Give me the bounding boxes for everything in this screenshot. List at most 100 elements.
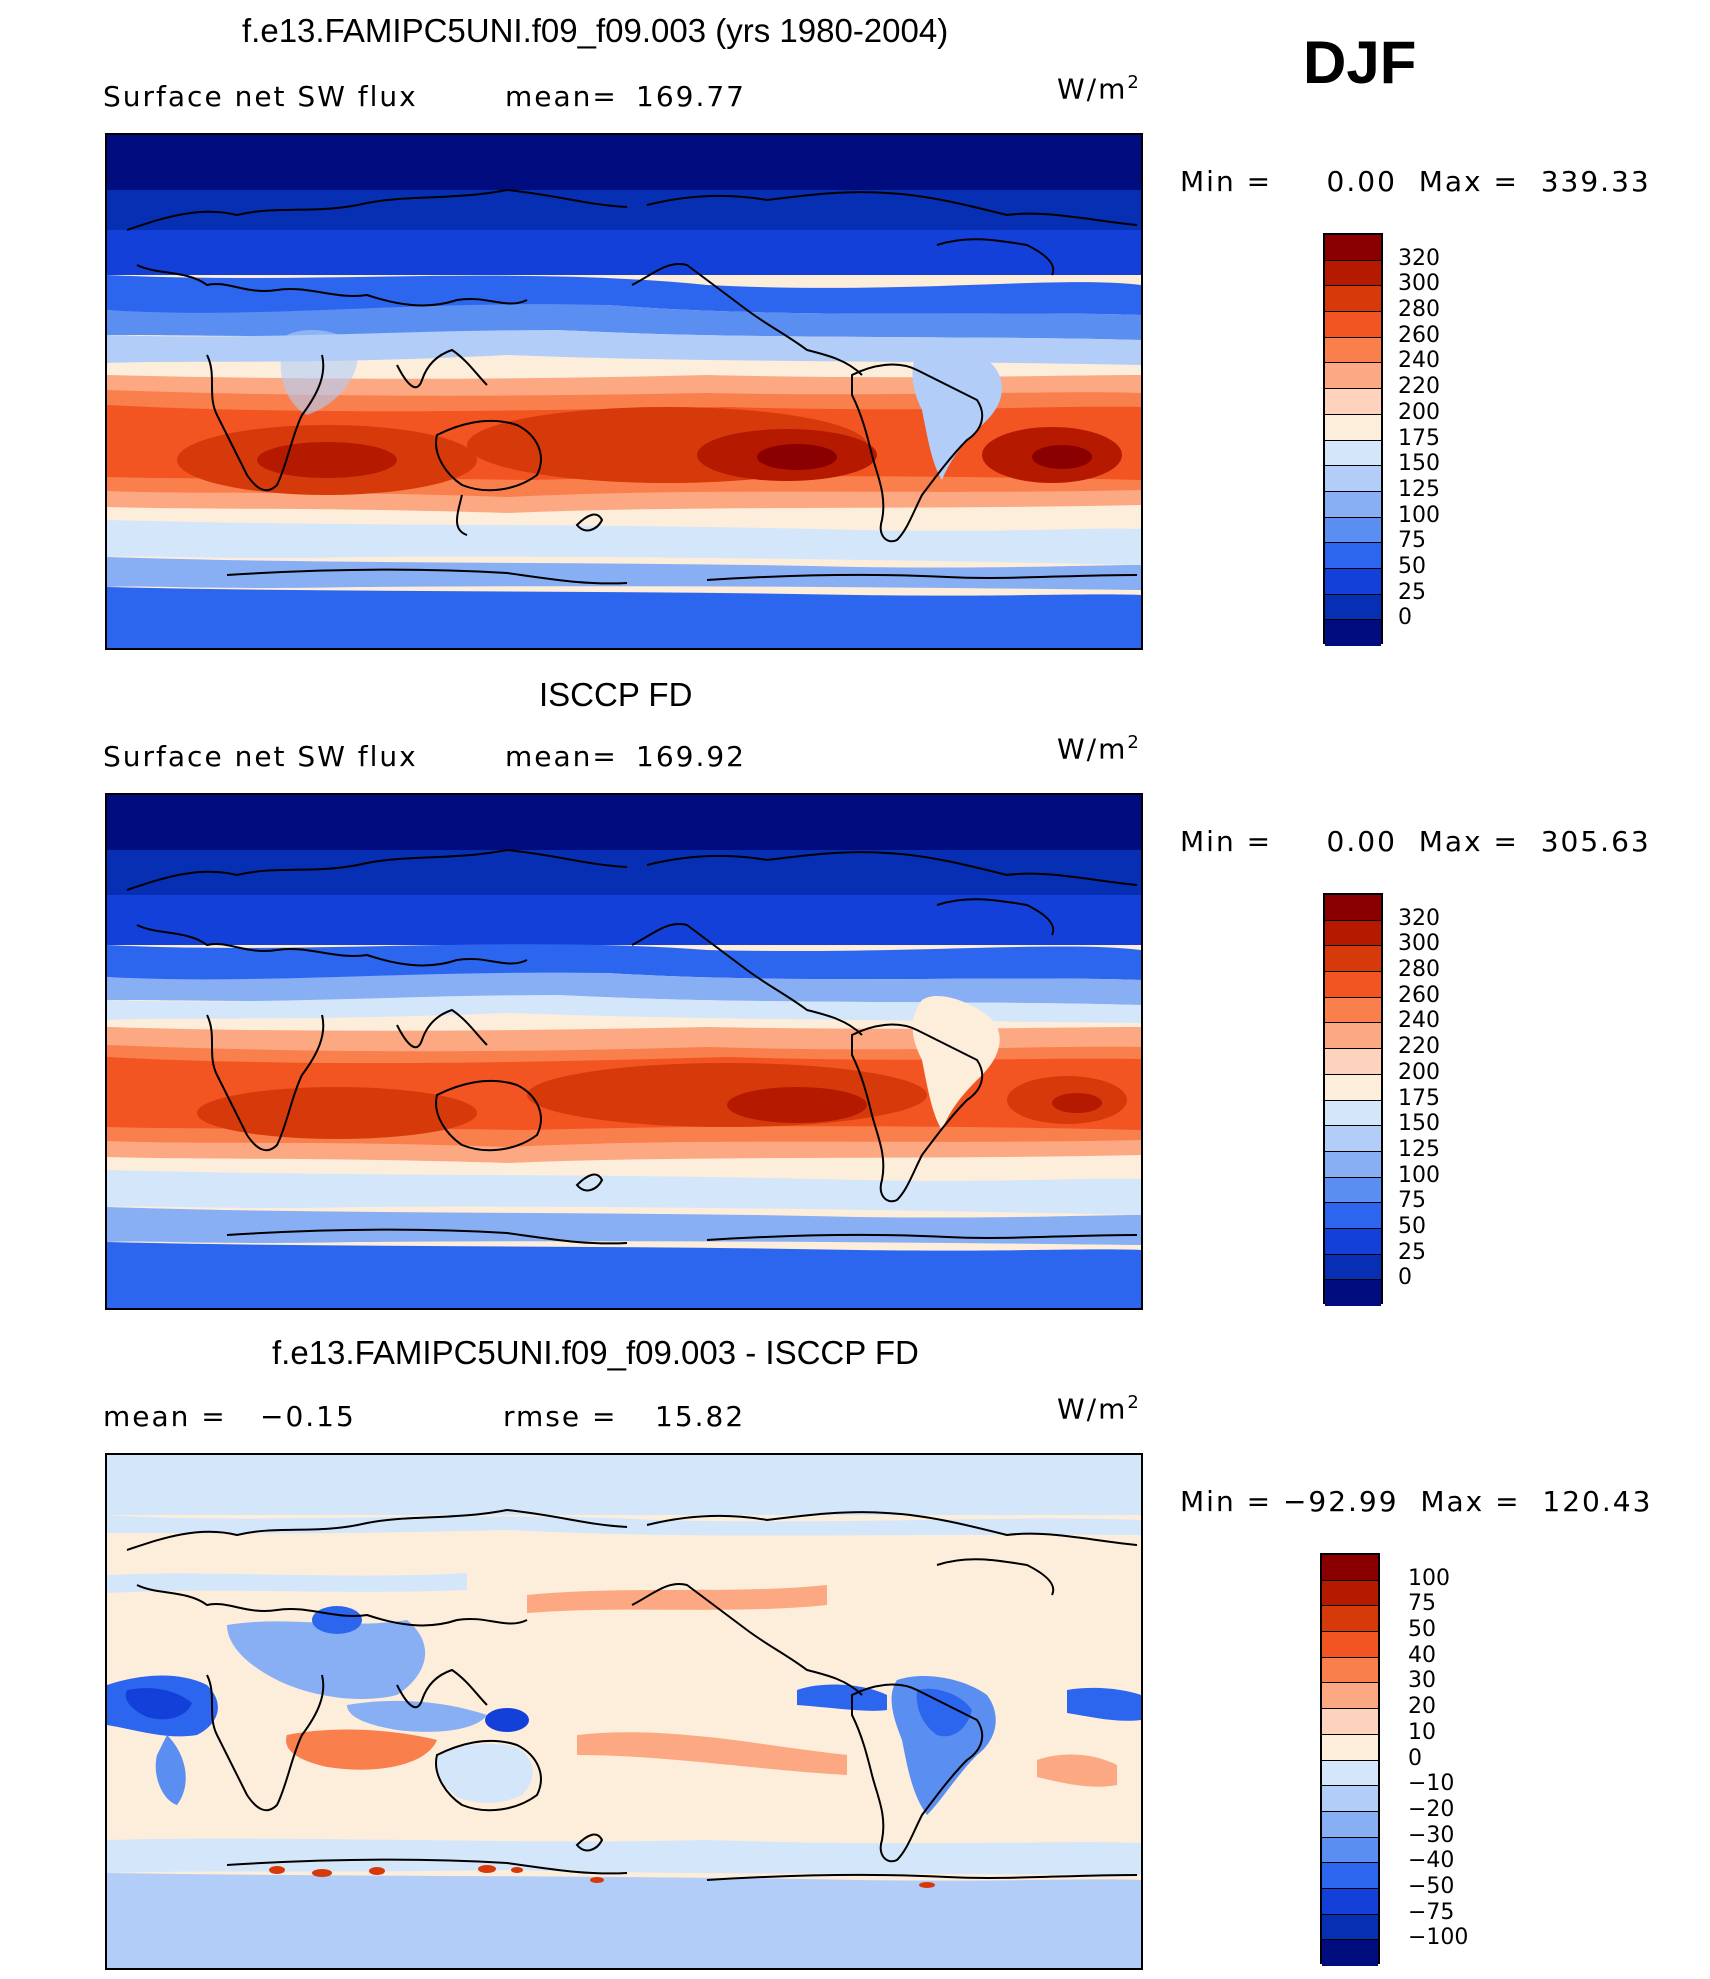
colorbar-segment bbox=[1325, 1203, 1381, 1229]
colorbar-segment bbox=[1325, 1023, 1381, 1050]
panel-1-colorbar bbox=[1323, 233, 1383, 646]
colorbar-tick-label: 25 bbox=[1398, 1239, 1426, 1265]
colorbar-segment bbox=[1325, 1126, 1381, 1152]
colorbar-tick-label: 75 bbox=[1408, 1591, 1436, 1617]
colorbar-tick-label: 50 bbox=[1408, 1617, 1436, 1643]
colorbar-tick-label: 75 bbox=[1398, 528, 1426, 554]
colorbar-segment bbox=[1322, 1863, 1378, 1889]
colorbar-tick-label: 100 bbox=[1408, 1565, 1450, 1591]
panel-3-rmse-label: rmse = bbox=[503, 1400, 618, 1433]
colorbar-segment bbox=[1325, 1100, 1381, 1127]
colorbar-tick-label: 175 bbox=[1398, 425, 1440, 451]
colorbar-tick-label: 150 bbox=[1398, 1111, 1440, 1137]
colorbar-tick-label: 175 bbox=[1398, 1085, 1440, 1111]
colorbar-segment bbox=[1325, 1151, 1381, 1178]
colorbar-segment bbox=[1325, 1254, 1381, 1281]
colorbar-tick-label: 150 bbox=[1398, 451, 1440, 477]
panel-2-mean-label: mean= bbox=[505, 740, 618, 773]
panel-2-min-max: Min = 0.00 Max = 305.63 bbox=[1180, 825, 1651, 858]
colorbar-segment bbox=[1325, 946, 1381, 973]
colorbar-segment bbox=[1325, 517, 1381, 544]
colorbar-segment bbox=[1322, 1683, 1378, 1710]
panel-1-variable-label: Surface net SW flux bbox=[103, 80, 418, 113]
colorbar-tick-label: 260 bbox=[1398, 322, 1440, 348]
colorbar-tick-label: −30 bbox=[1408, 1822, 1455, 1848]
panel-1-map-field bbox=[107, 135, 1141, 648]
panel-3-mean-label: mean = bbox=[103, 1400, 227, 1433]
panel-1-units: W/m2 bbox=[1057, 72, 1141, 106]
colorbar-tick-label: 75 bbox=[1398, 1188, 1426, 1214]
panel-2-map bbox=[105, 793, 1143, 1310]
colorbar-segment bbox=[1325, 491, 1381, 518]
colorbar-tick-label: 200 bbox=[1398, 399, 1440, 425]
colorbar-tick-label: 320 bbox=[1398, 245, 1440, 271]
panel-1-title: f.e13.FAMIPC5UNI.f09_f09.003 (yrs 1980-2… bbox=[242, 12, 949, 49]
panel-2-variable-label: Surface net SW flux bbox=[103, 740, 418, 773]
panel-3-units: W/m2 bbox=[1057, 1392, 1141, 1426]
colorbar-tick-label: 220 bbox=[1398, 374, 1440, 400]
colorbar-tick-label: 40 bbox=[1408, 1642, 1436, 1668]
colorbar-tick-label: 280 bbox=[1398, 957, 1440, 983]
panel-3-map bbox=[105, 1453, 1143, 1970]
colorbar-tick-label: 260 bbox=[1398, 982, 1440, 1008]
colorbar-tick-label: 20 bbox=[1408, 1694, 1436, 1720]
colorbar-segment bbox=[1322, 1734, 1378, 1761]
colorbar-tick-label: −100 bbox=[1408, 1925, 1469, 1951]
colorbar-segment bbox=[1325, 312, 1381, 338]
colorbar-tick-label: 30 bbox=[1408, 1668, 1436, 1694]
colorbar-tick-label: 10 bbox=[1408, 1719, 1436, 1745]
panel-3-mean-value: −0.15 bbox=[260, 1400, 356, 1433]
colorbar-segment bbox=[1322, 1580, 1378, 1607]
colorbar-segment bbox=[1325, 389, 1381, 415]
colorbar-segment bbox=[1325, 972, 1381, 998]
colorbar-segment bbox=[1325, 1228, 1381, 1255]
colorbar-tick-label: 50 bbox=[1398, 1213, 1426, 1239]
colorbar-segment bbox=[1322, 1709, 1378, 1735]
colorbar-segment bbox=[1325, 440, 1381, 467]
panel-3-map-field bbox=[107, 1455, 1141, 1968]
colorbar-tick-label: 200 bbox=[1398, 1059, 1440, 1085]
panel-1-min-max: Min = 0.00 Max = 339.33 bbox=[1180, 165, 1651, 198]
panel-1-mean-label: mean= bbox=[505, 80, 618, 113]
colorbar-tick-label: −50 bbox=[1408, 1873, 1455, 1899]
colorbar-tick-label: −20 bbox=[1408, 1796, 1455, 1822]
colorbar-segment bbox=[1325, 1049, 1381, 1075]
colorbar-tick-label: 0 bbox=[1398, 1265, 1412, 1291]
colorbar-segment bbox=[1325, 337, 1381, 364]
colorbar-tick-label: 220 bbox=[1398, 1034, 1440, 1060]
colorbar-tick-label: 300 bbox=[1398, 931, 1440, 957]
colorbar-tick-label: 100 bbox=[1398, 502, 1440, 528]
colorbar-segment bbox=[1325, 568, 1381, 595]
colorbar-segment bbox=[1325, 260, 1381, 287]
colorbar-tick-label: 240 bbox=[1398, 348, 1440, 374]
colorbar-segment bbox=[1322, 1760, 1378, 1787]
colorbar-tick-label: 0 bbox=[1408, 1745, 1422, 1771]
colorbar-segment bbox=[1325, 414, 1381, 441]
panel-3-colorbar bbox=[1320, 1553, 1380, 1966]
colorbar-tick-label: 125 bbox=[1398, 476, 1440, 502]
colorbar-tick-label: −10 bbox=[1408, 1771, 1455, 1797]
colorbar-segment bbox=[1322, 1888, 1378, 1915]
colorbar-tick-label: 320 bbox=[1398, 905, 1440, 931]
colorbar-segment bbox=[1325, 363, 1381, 390]
colorbar-tick-label: 280 bbox=[1398, 297, 1440, 323]
colorbar-segment bbox=[1325, 466, 1381, 492]
colorbar-tick-label: 25 bbox=[1398, 579, 1426, 605]
colorbar-tick-label: 125 bbox=[1398, 1136, 1440, 1162]
colorbar-segment bbox=[1322, 1657, 1378, 1684]
colorbar-segment bbox=[1325, 895, 1381, 921]
colorbar-tick-label: −40 bbox=[1408, 1848, 1455, 1874]
colorbar-tick-label: 0 bbox=[1398, 605, 1412, 631]
panel-2-map-field bbox=[107, 795, 1141, 1308]
colorbar-segment bbox=[1325, 1177, 1381, 1204]
colorbar-segment bbox=[1322, 1914, 1378, 1941]
colorbar-segment bbox=[1325, 620, 1381, 646]
colorbar-tick-label: −75 bbox=[1408, 1899, 1455, 1925]
colorbar-tick-label: 50 bbox=[1398, 553, 1426, 579]
colorbar-segment bbox=[1325, 1074, 1381, 1101]
colorbar-segment bbox=[1322, 1606, 1378, 1633]
colorbar-segment bbox=[1325, 997, 1381, 1024]
colorbar-segment bbox=[1322, 1555, 1378, 1581]
colorbar-segment bbox=[1325, 920, 1381, 947]
panel-1-mean-value: 169.77 bbox=[636, 80, 746, 113]
